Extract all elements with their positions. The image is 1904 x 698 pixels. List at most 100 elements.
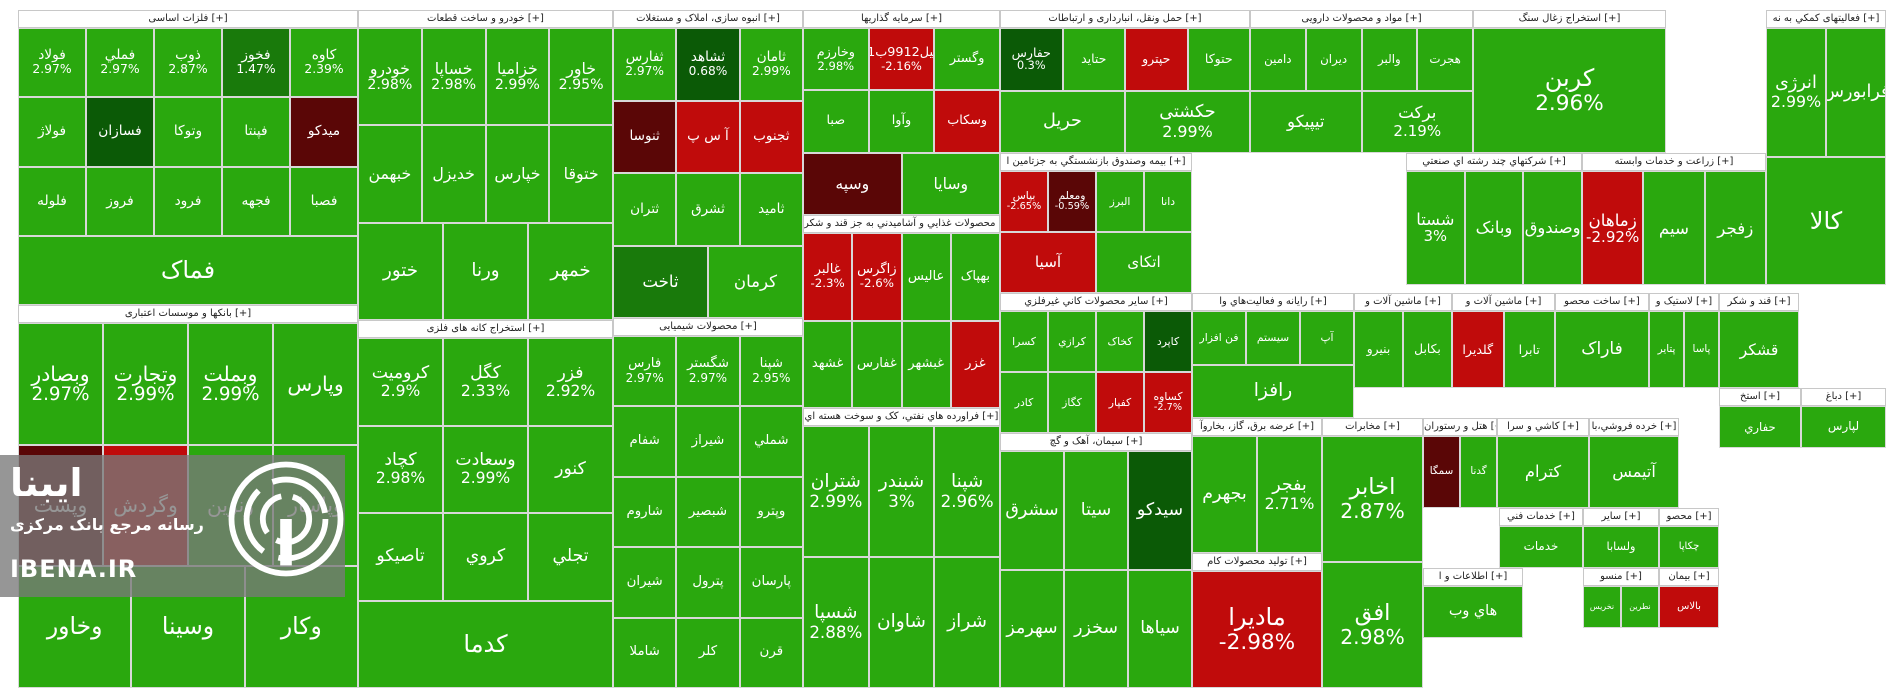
stock-tile[interactable]: تجلي [528, 513, 613, 601]
sector-header[interactable]: کاشي و سرا [+] [1497, 418, 1589, 436]
stock-tile[interactable]: فرود [154, 166, 222, 236]
stock-tile[interactable]: کالا [1766, 156, 1886, 285]
stock-tile[interactable]: سهرمز [1000, 569, 1064, 688]
stock-tile[interactable]: ميدکو [290, 97, 358, 167]
stock-tile[interactable]: سيتا [1064, 451, 1128, 570]
stock-tile[interactable]: کدما [358, 600, 613, 688]
stock-tile[interactable]: رافزا [1192, 364, 1354, 418]
stock-tile[interactable]: بالاس [1659, 586, 1719, 628]
stock-tile[interactable]: چکاپا [1659, 526, 1719, 568]
stock-tile[interactable]: خپارس [485, 125, 550, 223]
stock-tile[interactable]: حکشتی 2.99% [1125, 90, 1250, 153]
stock-tile[interactable]: فولاد 2.97% [18, 28, 86, 98]
stock-tile[interactable]: ثشاهد 0.68% [676, 28, 740, 101]
stock-tile[interactable]: کربن 2.96% [1473, 28, 1666, 153]
stock-tile[interactable]: حریل [1000, 90, 1125, 153]
stock-tile[interactable]: شاملا [613, 617, 677, 688]
stock-tile[interactable]: فرابورس [1826, 28, 1886, 157]
sector-header[interactable]: خرده فروشي،با [+] [1589, 418, 1679, 436]
stock-tile[interactable]: گدنا [1460, 436, 1497, 508]
stock-tile[interactable]: زفجر [1704, 171, 1766, 285]
stock-tile[interactable]: کرمان [708, 245, 803, 318]
stock-tile[interactable]: شسپا 2.88% [803, 557, 869, 688]
sector-header[interactable]: قند و شکر [+] [1719, 293, 1799, 311]
sector-header[interactable]: خدمات فني [+] [1499, 508, 1583, 526]
sector-header[interactable]: سیمان، آهک و گچ [+] [1000, 433, 1192, 451]
stock-tile[interactable]: وبصادر 2.97% [18, 323, 103, 445]
stock-tile[interactable]: ورنا [443, 222, 528, 320]
stock-tile[interactable]: قرن [739, 617, 803, 688]
stock-tile[interactable]: آسيا [1000, 232, 1096, 293]
stock-tile[interactable]: شستا 3% [1406, 171, 1465, 285]
stock-tile[interactable]: کترام [1497, 436, 1589, 508]
sector-header[interactable]: بانکها و موسسات اعتباری [+] [18, 305, 358, 323]
sector-header[interactable]: ماشین آلات و [+] [1452, 293, 1555, 311]
stock-tile[interactable]: فماک [18, 235, 358, 305]
stock-tile[interactable]: شبصير [676, 476, 740, 548]
stock-tile[interactable]: ثجنوب [739, 100, 803, 173]
stock-tile[interactable]: پارسان [739, 547, 803, 618]
sector-header[interactable]: رايانه و فعاليت‌هاي وا [+] [1192, 293, 1354, 311]
stock-tile[interactable]: وتوکا [154, 97, 222, 167]
stock-tile[interactable]: شاوان [868, 557, 935, 688]
stock-tile[interactable]: ولسابا [1583, 526, 1659, 568]
stock-tile[interactable]: سيستم [1246, 311, 1300, 365]
sector-header[interactable]: شرکتهاي چند رشته اي صنعتي [+] [1406, 153, 1582, 171]
stock-tile[interactable]: حتوکا [1187, 28, 1250, 91]
stock-tile[interactable]: آ س پ [676, 100, 740, 173]
stock-tile[interactable]: فپنتا [222, 97, 290, 167]
stock-tile[interactable]: ماديرا -2.98% [1192, 571, 1322, 688]
stock-tile[interactable]: برکت 2.19% [1361, 90, 1473, 153]
stock-tile[interactable]: ديران [1305, 28, 1362, 91]
stock-tile[interactable]: والبر [1361, 28, 1418, 91]
stock-tile[interactable]: تيپيکو [1250, 90, 1362, 153]
stock-tile[interactable]: شپنا 2.95% [739, 336, 803, 407]
sector-header[interactable]: سایر محصولات کاني غیرفلزي [+] [1000, 293, 1192, 311]
sector-header[interactable]: استخراج زغال سنگ [+] [1473, 10, 1666, 28]
stock-tile[interactable]: نطرين [1621, 586, 1659, 628]
stock-tile[interactable]: شیراز [676, 406, 740, 477]
stock-tile[interactable]: سشرق [1000, 451, 1064, 570]
stock-tile[interactable]: زاگرس -2.6% [852, 233, 902, 321]
sector-header[interactable]: استخ [+] [1719, 388, 1801, 406]
stock-tile[interactable]: حپترو [1125, 28, 1188, 91]
stock-tile[interactable]: پترول [676, 547, 740, 618]
stock-tile[interactable]: خدمات [1499, 526, 1583, 568]
stock-tile[interactable]: اتکای [1096, 232, 1192, 293]
sector-header[interactable]: مخابرات [+] [1322, 418, 1423, 436]
stock-tile[interactable]: هاي وب [1423, 586, 1523, 638]
stock-tile[interactable]: ختوقا [549, 125, 613, 223]
stock-tile[interactable]: شراز [934, 557, 1000, 688]
stock-tile[interactable]: سيم [1643, 171, 1705, 285]
stock-tile[interactable]: وتجارت 2.99% [103, 323, 188, 445]
stock-tile[interactable]: وبانک [1464, 171, 1524, 285]
stock-tile[interactable]: ثشرق [676, 173, 740, 246]
sector-header[interactable]: فلزات اساسی [+] [18, 10, 358, 28]
stock-tile[interactable]: دانا [1144, 171, 1192, 232]
sector-header[interactable]: عرضه برق، گاز، بخاروآ [+] [1192, 418, 1322, 436]
stock-tile[interactable]: کچاد 2.98% [358, 425, 443, 513]
stock-tile[interactable]: کروي [443, 513, 528, 601]
stock-tile[interactable]: گلدیرا [1452, 311, 1504, 388]
stock-tile[interactable]: فجهه [222, 166, 290, 236]
sector-header[interactable]: فعالیتهای کمکي به نه [+] [1766, 10, 1886, 28]
stock-tile[interactable]: آتیمس [1589, 436, 1679, 508]
stock-tile[interactable]: خودرو 2.98% [358, 28, 422, 126]
stock-tile[interactable]: بجهرم [1192, 436, 1257, 553]
stock-tile[interactable]: شاروم [613, 476, 677, 548]
sector-header[interactable]: هتل و رستوران [+] [1423, 418, 1497, 436]
stock-tile[interactable]: زماهان -2.92% [1582, 171, 1644, 285]
stock-tile[interactable]: کساوه -2.7% [1144, 372, 1192, 433]
stock-tile[interactable]: کرازي [1048, 311, 1096, 372]
stock-tile[interactable]: بپاس -2.65% [1000, 171, 1048, 232]
stock-tile[interactable]: وسایا [901, 152, 1000, 215]
stock-tile[interactable]: وسکاب [934, 90, 1000, 153]
stock-tile[interactable]: ذوب 2.87% [154, 28, 222, 98]
stock-tile[interactable]: خمهر [528, 222, 613, 320]
stock-tile[interactable]: کگل 2.33% [443, 338, 528, 426]
stock-tile[interactable]: وبملت 2.99% [188, 323, 273, 445]
stock-tile[interactable]: غفارس [852, 320, 902, 408]
stock-tile[interactable]: غبشهر [901, 320, 951, 408]
stock-tile[interactable]: فروز [86, 166, 154, 236]
stock-tile[interactable]: ومعلم -0.59% [1048, 171, 1096, 232]
